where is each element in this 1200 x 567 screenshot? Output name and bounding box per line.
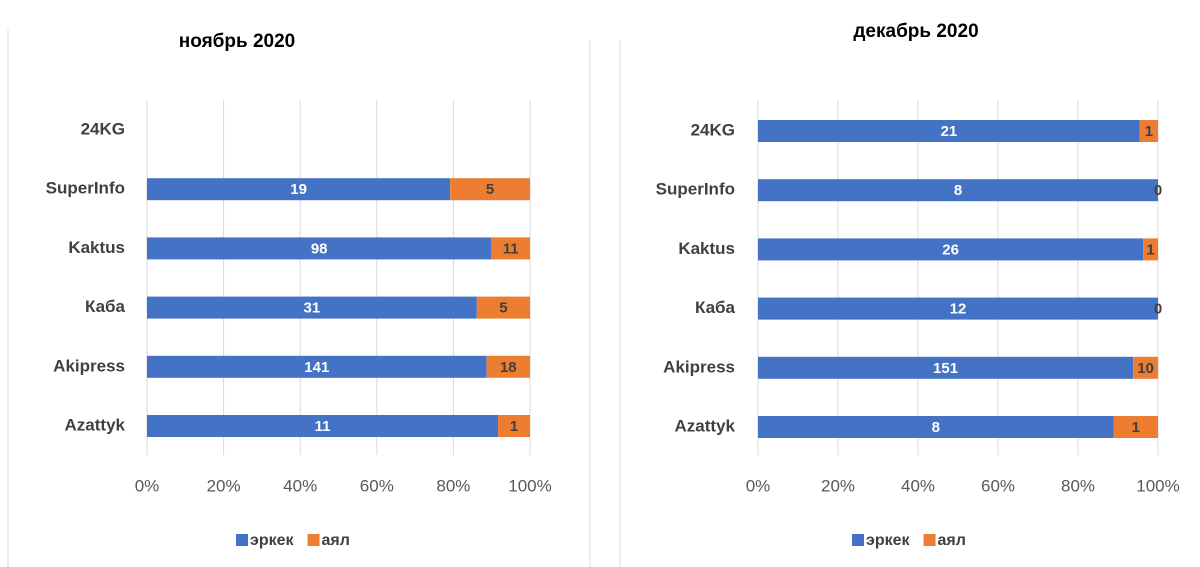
legend-label: аял [322, 532, 350, 549]
data-label: 18 [500, 359, 517, 376]
bar-segment [147, 355, 487, 378]
data-label: 5 [486, 181, 494, 198]
data-label: 1 [1145, 123, 1153, 140]
x-tick-label: 40% [283, 476, 317, 495]
bar-segment [758, 416, 1114, 438]
data-label: 1 [510, 418, 518, 435]
x-tick-label: 100% [508, 476, 551, 495]
data-label: 10 [1137, 360, 1154, 377]
category-label: Kaktus [68, 238, 125, 257]
bar-segment [1113, 416, 1158, 438]
legend-label: эркек [250, 532, 295, 549]
data-label: 31 [304, 300, 321, 317]
category-label: Kaktus [678, 239, 735, 258]
bar-segment [1139, 120, 1158, 142]
data-label: 8 [932, 419, 940, 436]
data-label: 98 [311, 240, 328, 257]
data-label: 12 [950, 301, 967, 318]
legend-swatch [852, 534, 864, 546]
x-tick-label: 80% [436, 476, 470, 495]
category-label: Каба [695, 298, 736, 317]
data-label: 11 [315, 418, 331, 435]
legend-swatch [923, 534, 936, 546]
category-label: Akipress [663, 357, 735, 376]
legend-label: аял [938, 532, 966, 549]
legend-swatch [307, 534, 320, 546]
data-label: 21 [941, 123, 958, 140]
x-tick-label: 0% [746, 476, 771, 495]
chart-title: декабрь 2020 [853, 21, 978, 42]
bar-segment [450, 178, 530, 201]
data-label: 11 [503, 240, 519, 257]
x-tick-label: 20% [821, 476, 855, 495]
bar-segment [491, 237, 530, 260]
category-label: SuperInfo [46, 179, 125, 198]
category-label: Akipress [53, 356, 125, 375]
x-tick-label: 60% [981, 476, 1015, 495]
bar-segment [476, 296, 530, 319]
bar-segment [1143, 238, 1158, 261]
bar-segment [1133, 356, 1158, 379]
chart-title: ноябрь 2020 [179, 31, 296, 52]
bar-segment [486, 355, 530, 378]
x-tick-label: 80% [1061, 476, 1095, 495]
x-tick-label: 100% [1136, 476, 1179, 495]
bar-segment [147, 237, 492, 260]
data-label: 26 [942, 241, 959, 258]
data-label: 19 [290, 181, 307, 198]
x-tick-label: 40% [901, 476, 935, 495]
bar-segment [758, 297, 1158, 320]
x-tick-label: 0% [135, 476, 160, 495]
bar-segment [147, 415, 499, 437]
bar-segment [147, 296, 477, 319]
bar-segment [758, 238, 1144, 261]
bar-segment [758, 179, 1158, 202]
data-label: 151 [933, 360, 958, 377]
bar-segment [758, 356, 1134, 379]
bar-segment [758, 120, 1140, 142]
data-label: 0 [1154, 301, 1162, 318]
data-label: 141 [304, 359, 329, 376]
x-tick-label: 60% [360, 476, 394, 495]
category-label: 24KG [81, 119, 125, 138]
data-label: 1 [1132, 419, 1140, 436]
legend-label: эркек [866, 532, 911, 549]
category-label: Azattyk [65, 415, 126, 434]
bar-segment [498, 415, 530, 437]
data-label: 8 [954, 182, 962, 199]
category-label: Каба [85, 297, 126, 316]
data-label: 1 [1146, 241, 1154, 258]
data-label: 0 [1154, 182, 1162, 199]
x-tick-label: 20% [207, 476, 241, 495]
data-label: 5 [499, 300, 507, 317]
category-label: 24KG [691, 120, 735, 139]
category-label: Azattyk [675, 416, 736, 435]
category-label: SuperInfo [656, 180, 735, 199]
bar-segment [147, 178, 451, 201]
legend-swatch [236, 534, 248, 546]
